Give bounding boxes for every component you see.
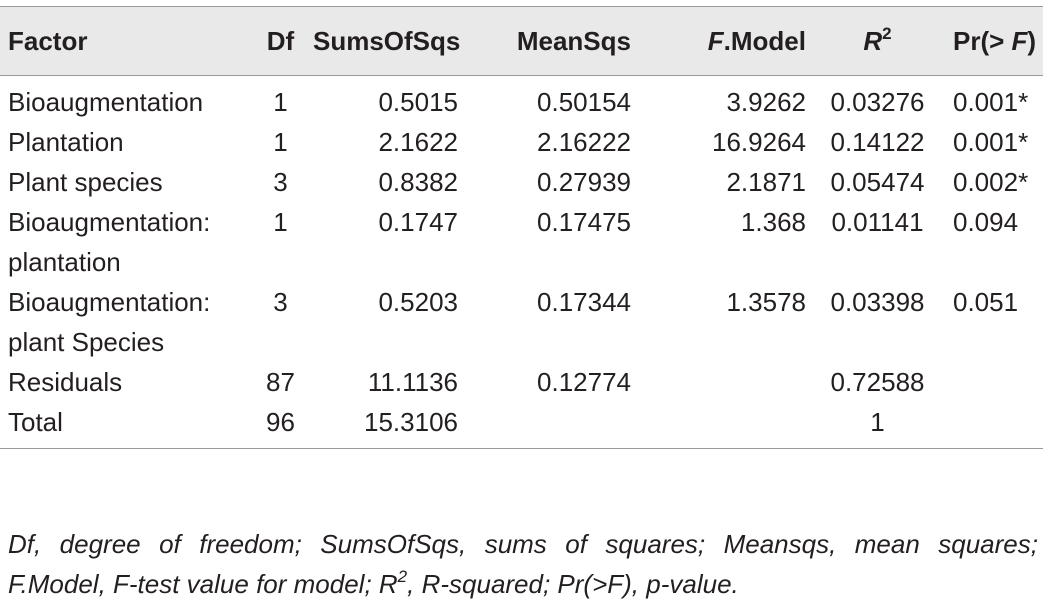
footnote-line-2-a: F.Model, F-test value for model; R (8, 569, 398, 599)
cell-factor-line: plantation (8, 247, 121, 277)
cell-factor: Total (0, 402, 248, 449)
cell-df: 1 (273, 207, 288, 237)
table-row: Residuals 87 11.1136 0.12774 0.72588 (0, 362, 1043, 402)
cell-sums-of-sqs: 0.5015 (378, 87, 458, 117)
cell-f-model (661, 402, 810, 449)
table-body: Bioaugmentation 1 0.5015 0.50154 3.9262 0.032… (0, 76, 1043, 449)
cell-f-model: 1.3578 (726, 287, 806, 317)
table-row: Bioaugmentation 1 0.5015 0.50154 3.9262 0.032… (0, 76, 1043, 123)
cell-r-squared: 0.05474 (830, 167, 925, 197)
cell-p-value (945, 402, 1043, 449)
cell-sums-of-sqs: 0.1747 (378, 207, 458, 237)
cell-p-value: 0.002* (953, 167, 1029, 197)
cell-df: 1 (273, 127, 288, 157)
cell-factor-line: Bioaugmentation (8, 87, 204, 117)
cell-mean-sqs: 0.27939 (537, 167, 631, 197)
footnote-line-2: F.Model, F-test value for model; R2, R-s… (8, 564, 1038, 604)
cell-r-squared: 0.03398 (830, 287, 925, 317)
cell-r-squared: 0.03276 (830, 87, 925, 117)
header-p-suffix: ) (1027, 26, 1037, 56)
cell-mean-sqs: 0.17475 (537, 207, 631, 237)
header-f-rest: .Model (723, 26, 806, 56)
cell-mean-sqs: 0.12774 (537, 367, 631, 397)
cell-df: 96 (248, 402, 313, 449)
header-f-model: F.Model (661, 6, 810, 76)
footnote-sup: 2 (397, 567, 408, 586)
cell-mean-sqs (476, 402, 661, 449)
cell-mean-sqs: 0.50154 (537, 87, 631, 117)
table-row: Bioaugmentation: plant Species 3 0.5203 0.17… (0, 282, 1043, 362)
cell-df: 3 (273, 287, 288, 317)
cell-factor: Bioaugmentation: plantation (0, 202, 248, 282)
cell-r-squared: 0.14122 (830, 127, 925, 157)
cell-p-value: 0.094 (953, 207, 1019, 237)
cell-factor-line: Plant species (8, 167, 163, 197)
cell-p-value: 0.001* (953, 87, 1029, 117)
cell-sums-of-sqs: 15.3106 (313, 402, 476, 449)
footnote-line-1: Df, degree of freedom; SumsOfSqs, sums o… (8, 529, 1038, 559)
cell-factor: Bioaugmentation: plant Species (0, 282, 248, 362)
cell-factor: Plant species (0, 162, 248, 202)
header-r2-base: R (863, 26, 883, 56)
cell-factor-line: Residuals (8, 367, 123, 397)
cell-mean-sqs: 2.16222 (537, 127, 631, 157)
cell-sums-of-sqs: 2.1622 (378, 127, 458, 157)
cell-p-value: 0.001* (953, 127, 1029, 157)
cell-p-value: 0.051 (953, 287, 1019, 317)
table-header-row: Factor Df SumsOfSqs MeanSqs F.Model R2 P… (0, 6, 1043, 76)
cell-r-squared: 1 (810, 402, 945, 449)
header-r-squared: R2 (810, 6, 945, 76)
header-sums-of-sqs: SumsOfSqs (313, 6, 476, 76)
cell-factor: Plantation (0, 122, 248, 162)
footnote-line-2-b: , R-squared; Pr(>F), p-value. (407, 569, 739, 599)
header-f-italic: F (707, 26, 724, 56)
header-mean-sqs: MeanSqs (476, 6, 661, 76)
header-p-prefix: Pr(> (953, 26, 1012, 56)
anova-table: Factor Df SumsOfSqs MeanSqs F.Model R2 P… (0, 6, 1043, 449)
table-row: Total 96 15.3106 1 (0, 402, 1043, 449)
cell-factor: Bioaugmentation (0, 76, 248, 123)
cell-sums-of-sqs: 0.5203 (378, 287, 458, 317)
cell-sums-of-sqs: 0.8382 (378, 167, 458, 197)
cell-f-model: 2.1871 (726, 167, 806, 197)
cell-factor-line: Bioaugmentation: (8, 207, 211, 237)
header-df: Df (248, 6, 313, 76)
cell-f-model (661, 362, 810, 402)
cell-factor-line: Total (8, 407, 63, 437)
cell-f-model: 1.368 (740, 207, 806, 237)
cell-df: 87 (266, 367, 295, 397)
table-row: Plant species 3 0.8382 0.27939 2.1871 0.05474… (0, 162, 1043, 202)
cell-f-model: 16.9264 (712, 127, 806, 157)
cell-r-squared: 0.01141 (831, 207, 924, 237)
cell-factor-line: Bioaugmentation: (8, 287, 211, 317)
table-row: Bioaugmentation: plantation 1 0.1747 0.17475… (0, 202, 1043, 282)
table-row: Plantation 1 2.1622 2.16222 16.9264 0.14122 0.… (0, 122, 1043, 162)
header-r2-sup: 2 (882, 24, 892, 43)
cell-r-squared: 0.72588 (830, 367, 925, 397)
cell-factor-line: plant Species (8, 327, 165, 357)
table-footnote: Df, degree of freedom; SumsOfSqs, sums o… (8, 524, 1038, 604)
cell-factor-line: Plantation (8, 127, 124, 157)
header-factor: Factor (0, 6, 248, 76)
cell-factor: Residuals (0, 362, 248, 402)
cell-df: 1 (273, 87, 288, 117)
cell-sums-of-sqs: 11.1136 (367, 367, 458, 397)
cell-f-model: 3.9262 (726, 87, 806, 117)
cell-df: 3 (273, 167, 288, 197)
cell-p-value (945, 362, 1043, 402)
header-p-value: Pr(> F) (945, 6, 1043, 76)
header-p-italic: F (1011, 26, 1028, 56)
cell-mean-sqs: 0.17344 (537, 287, 631, 317)
